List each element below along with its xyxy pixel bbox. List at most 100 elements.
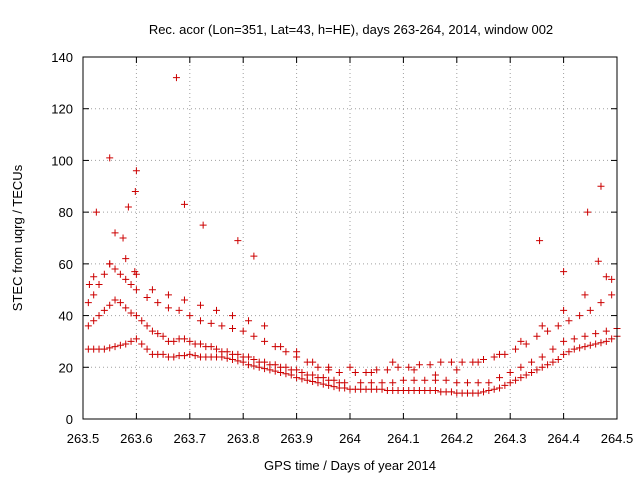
data-point bbox=[602, 337, 610, 345]
data-point bbox=[127, 309, 135, 317]
data-point bbox=[180, 352, 188, 360]
data-point bbox=[367, 368, 375, 376]
data-point bbox=[170, 353, 178, 361]
data-point bbox=[90, 291, 98, 299]
data-point bbox=[293, 366, 301, 374]
y-axis-label: STEC from uqrg / TECUs bbox=[10, 164, 25, 311]
data-point bbox=[223, 348, 231, 356]
data-point bbox=[180, 200, 188, 208]
data-point bbox=[199, 221, 207, 229]
data-point bbox=[463, 379, 471, 387]
x-tick-label: 263.7 bbox=[174, 431, 207, 446]
data-point bbox=[549, 345, 557, 353]
data-point bbox=[378, 385, 386, 393]
data-point bbox=[474, 379, 482, 387]
data-point bbox=[597, 182, 605, 190]
data-point bbox=[90, 317, 98, 325]
data-point bbox=[309, 358, 317, 366]
data-point bbox=[100, 345, 108, 353]
data-point bbox=[490, 385, 498, 393]
data-point bbox=[159, 350, 167, 358]
y-tick-label: 40 bbox=[59, 309, 73, 324]
data-point bbox=[538, 363, 546, 371]
x-tick-label: 264.1 bbox=[387, 431, 420, 446]
data-point bbox=[111, 265, 119, 273]
data-point bbox=[250, 356, 258, 364]
data-point bbox=[367, 379, 375, 387]
data-point bbox=[127, 281, 135, 289]
data-point bbox=[501, 381, 509, 389]
data-point bbox=[245, 353, 253, 361]
data-point bbox=[148, 327, 156, 335]
data-point bbox=[111, 296, 119, 304]
data-point bbox=[351, 368, 359, 376]
data-point bbox=[383, 366, 391, 374]
data-point bbox=[298, 368, 306, 376]
data-point bbox=[330, 383, 338, 391]
data-point bbox=[570, 345, 578, 353]
data-point bbox=[282, 348, 290, 356]
grid-lines bbox=[83, 57, 617, 419]
data-point bbox=[154, 299, 162, 307]
data-point bbox=[261, 365, 269, 373]
data-point bbox=[458, 358, 466, 366]
data-point bbox=[496, 350, 504, 358]
data-point bbox=[565, 348, 573, 356]
data-point bbox=[453, 379, 461, 387]
data-point bbox=[116, 299, 124, 307]
data-point bbox=[325, 363, 333, 371]
data-point bbox=[122, 275, 130, 283]
data-point bbox=[576, 312, 584, 320]
data-point bbox=[341, 379, 349, 387]
data-point bbox=[159, 332, 167, 340]
data-point bbox=[592, 340, 600, 348]
data-point bbox=[261, 358, 269, 366]
data-point bbox=[437, 358, 445, 366]
data-point bbox=[84, 299, 92, 307]
data-point bbox=[594, 257, 602, 265]
data-point bbox=[608, 291, 616, 299]
data-point bbox=[506, 368, 514, 376]
data-point bbox=[106, 154, 114, 162]
data-point bbox=[106, 260, 114, 268]
data-point bbox=[314, 363, 322, 371]
data-point bbox=[282, 370, 290, 378]
data-point bbox=[180, 335, 188, 343]
data-point bbox=[116, 341, 124, 349]
data-point bbox=[271, 361, 279, 369]
data-point bbox=[239, 327, 247, 335]
data-point bbox=[405, 363, 413, 371]
data-point bbox=[132, 167, 140, 175]
data-point bbox=[319, 380, 327, 388]
data-point bbox=[536, 237, 544, 245]
data-point bbox=[330, 376, 338, 384]
data-point bbox=[186, 312, 194, 320]
x-tick-label: 264.3 bbox=[494, 431, 527, 446]
y-tick-label: 60 bbox=[59, 257, 73, 272]
data-point bbox=[453, 366, 461, 374]
data-point bbox=[480, 356, 487, 364]
data-point bbox=[100, 270, 108, 278]
data-point bbox=[512, 345, 520, 353]
data-point bbox=[538, 353, 546, 361]
data-point bbox=[119, 234, 127, 242]
data-point bbox=[84, 322, 92, 330]
data-point bbox=[485, 379, 493, 387]
data-point bbox=[490, 353, 498, 361]
data-point bbox=[533, 366, 541, 374]
data-point bbox=[319, 374, 327, 382]
data-point bbox=[415, 361, 423, 369]
data-point bbox=[196, 317, 204, 325]
data-point bbox=[335, 368, 343, 376]
data-point bbox=[584, 208, 592, 216]
x-tick-label: 264 bbox=[339, 431, 361, 446]
data-point bbox=[111, 229, 119, 237]
data-point bbox=[261, 337, 269, 345]
x-tick-label: 264.4 bbox=[547, 431, 580, 446]
data-point bbox=[570, 335, 578, 343]
plot-frame bbox=[82, 56, 618, 420]
data-point bbox=[480, 388, 487, 396]
data-point bbox=[122, 255, 130, 263]
data-point bbox=[309, 378, 317, 386]
x-tick-label: 263.5 bbox=[67, 431, 100, 446]
